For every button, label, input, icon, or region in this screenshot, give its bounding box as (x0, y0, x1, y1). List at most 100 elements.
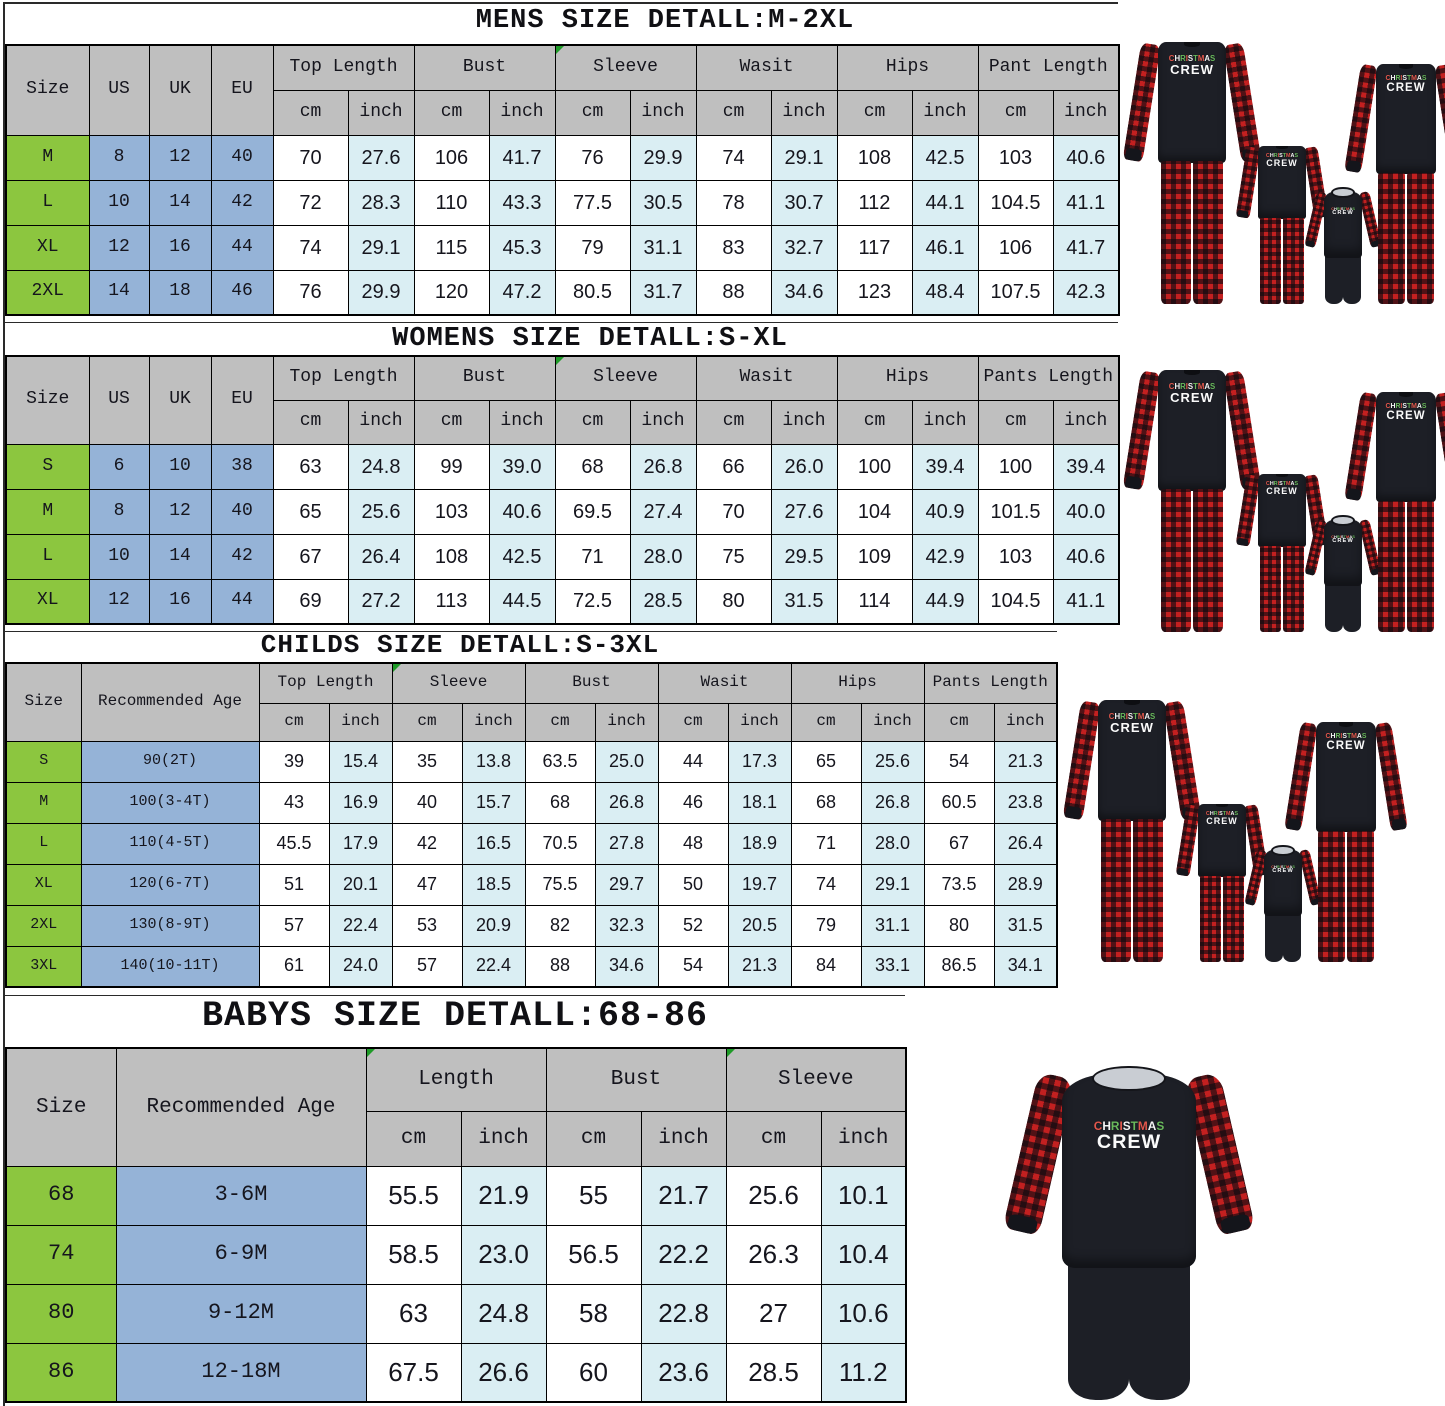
baby-romper-photo: CHRISTMAS CREW (1002, 1066, 1256, 1400)
left-value-cell: 8 (88, 488, 150, 535)
value-cell: 76 (554, 134, 631, 181)
value-cell: 23.8 (993, 781, 1058, 824)
value-cell: 27.4 (629, 488, 697, 535)
value-cell: 22.4 (461, 945, 526, 988)
value-cell: 58.5 (365, 1224, 462, 1285)
value-cell: 34.6 (594, 945, 659, 988)
value-cell: 24.8 (460, 1283, 547, 1344)
value-cell: 42.5 (488, 533, 556, 580)
value-cell: 123 (836, 269, 913, 316)
table-row: S 6 10 38 63 24.8 99 39.0 68 26.8 66 26.0 100 39.4 100… (5, 443, 1120, 490)
value-cell: 27 (725, 1283, 822, 1344)
value-cell: 15.7 (461, 781, 526, 824)
babys-size-table: Size Recommended Age Length Bust Sleeve cm inc… (5, 1047, 907, 1403)
value-cell: 30.7 (770, 179, 838, 226)
column-header: UK (148, 355, 212, 445)
left-value-cell: 10 (148, 443, 212, 490)
pajama-top: CHRISTMAS CREW (1097, 700, 1167, 821)
value-cell: 104.5 (977, 578, 1054, 625)
value-cell: 35 (391, 740, 463, 783)
column-header: EU (210, 355, 274, 445)
value-cell: 80 (695, 578, 772, 625)
table-row: XL 12 16 44 69 27.2 113 44.5 72.5 28.5 80 31.5 114 44… (5, 578, 1120, 625)
pajama-set-baby-romper: CHRISTMAS CREW (1002, 1066, 1256, 1400)
unit-header: cm (413, 89, 490, 136)
group-header: Bust (413, 355, 556, 401)
column-header: EU (210, 44, 274, 136)
value-cell: 10.6 (820, 1283, 907, 1344)
value-cell: 45.3 (488, 224, 556, 271)
value-cell: 39.4 (1052, 443, 1120, 490)
table-row: 86 12-18M 67.5 26.6 60 23.6 28.5 11.2 (5, 1342, 907, 1403)
value-cell: 26.0 (770, 443, 838, 490)
left-value-cell: 6-9M (115, 1224, 367, 1285)
value-cell: 112 (836, 179, 913, 226)
unit-header: cm (545, 1110, 642, 1167)
value-cell: 47 (391, 863, 463, 906)
value-cell: 80.5 (554, 269, 631, 316)
graphic-text-crew: CREW (1332, 210, 1354, 217)
mens-table-title: MENS SIZE DETALL:M-2XL (475, 6, 855, 36)
left-value-cell: 130(8-9T) (80, 904, 260, 947)
value-cell: 109 (836, 533, 913, 580)
table-row: 74 6-9M 58.5 23.0 56.5 22.2 26.3 10.4 (5, 1224, 907, 1285)
value-cell: 15.4 (328, 740, 393, 783)
size-cell: 86 (5, 1342, 117, 1403)
pajama-top: CHRISTMAS CREW (1375, 64, 1437, 175)
group-header: Sleeve (554, 44, 697, 91)
value-cell: 57 (391, 945, 463, 988)
value-cell: 70 (695, 488, 772, 535)
graphic-text-christmas: CHRISTMAS (1331, 206, 1355, 212)
column-header: US (88, 44, 150, 136)
left-value-cell: 9-12M (115, 1283, 367, 1344)
size-cell: XL (5, 863, 82, 906)
pajama-graphic: CHRISTMAS CREW (1316, 733, 1377, 752)
graphic-text-crew: CREW (1110, 720, 1154, 736)
left-value-cell: 14 (148, 533, 212, 580)
romper-leg (1343, 579, 1361, 632)
size-cell: 2XL (5, 904, 82, 947)
left-value-cell: 42 (210, 533, 274, 580)
value-cell: 53 (391, 904, 463, 947)
pajama-graphic: CHRISTMAS CREW (1198, 811, 1246, 826)
left-value-cell: 12 (148, 488, 212, 535)
graphic-text-crew: CREW (1266, 158, 1298, 169)
unit-header: cm (391, 702, 463, 742)
group-header: Bust (545, 1047, 727, 1112)
womens-table-title: WOMENS SIZE DETALL:S-XL (392, 324, 788, 354)
graphic-text-crew: CREW (1272, 868, 1294, 875)
unit-header: inch (640, 1110, 727, 1167)
unit-header: inch (770, 399, 838, 445)
pajama-top: CHRISTMAS CREW (1258, 146, 1306, 219)
romper-collar (1332, 188, 1354, 197)
value-cell: 31.7 (629, 269, 697, 316)
romper-collar (1272, 846, 1294, 855)
unit-header: cm (413, 399, 490, 445)
pajama-set-child: CHRISTMAS CREW (1235, 145, 1329, 304)
pajama-set-baby-romper: CHRISTMAS CREW (1304, 188, 1382, 304)
value-cell: 57 (258, 904, 330, 947)
value-cell: 68 (790, 781, 862, 824)
value-cell: 107.5 (977, 269, 1054, 316)
graphic-text-christmas: CHRISTMAS (1265, 480, 1299, 487)
size-cell: M (5, 781, 82, 824)
graphic-text-crew: CREW (1096, 1130, 1162, 1153)
grid-line (3, 2, 5, 1406)
pajama-top: CHRISTMAS CREW (1198, 804, 1246, 877)
value-cell: 73.5 (923, 863, 995, 906)
left-value-cell: 16 (148, 578, 212, 625)
pajama-graphic: CHRISTMAS CREW (1258, 153, 1306, 169)
unit-header: cm (836, 399, 913, 445)
pajama-set-adult-left: CHRISTMAS CREW (1062, 700, 1202, 962)
group-header: Wasit (695, 355, 838, 401)
value-cell: 100 (836, 443, 913, 490)
value-cell: 40 (391, 781, 463, 824)
value-cell: 26.4 (347, 533, 415, 580)
unit-header: inch (488, 399, 556, 445)
value-cell: 29.1 (860, 863, 925, 906)
pajama-graphic: CHRISTMAS CREW (1324, 207, 1363, 217)
value-cell: 65 (272, 488, 349, 535)
romper-leg (1067, 1249, 1129, 1400)
pajama-pants (1378, 173, 1434, 304)
